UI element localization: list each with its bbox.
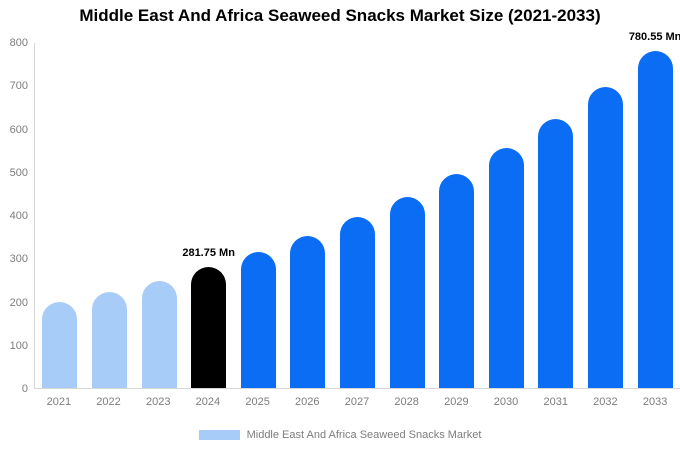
- plot-area: 281.75 Mn 780.55 Mn: [34, 31, 680, 389]
- bar-2033[interactable]: 780.55 Mn: [629, 31, 680, 388]
- x-axis-label-2024: 2024: [195, 396, 221, 408]
- bar-2023[interactable]: [141, 280, 177, 388]
- bar-slot: 780.55 Mn: [629, 31, 680, 388]
- y-tick-label: 0: [21, 383, 28, 395]
- x-axis-label-2033: 2033: [642, 396, 668, 408]
- bar-slot: [233, 43, 283, 388]
- x-axis-label-2029: 2029: [444, 396, 469, 408]
- y-tick-label: 100: [9, 339, 28, 352]
- chart-title: Middle East And Africa Seaweed Snacks Ma…: [79, 6, 601, 25]
- bar-2028[interactable]: [389, 196, 425, 388]
- bar-slot: [333, 43, 383, 388]
- bar-slot: [481, 43, 531, 388]
- legend-label: Middle East And Africa Seaweed Snacks Ma…: [246, 429, 482, 441]
- bar-2026[interactable]: [290, 235, 326, 388]
- bar-value-label: 780.55 Mn: [628, 31, 680, 44]
- x-axis-label-2022: 2022: [96, 396, 121, 408]
- x-axis-labels: 2021 2022 2023 2024 2025 2026 2027 2028 2029 2030…: [34, 396, 680, 412]
- y-tick-label: 600: [9, 123, 28, 136]
- y-tick-label: 700: [9, 80, 28, 93]
- bar-slot: [581, 43, 631, 388]
- x-axis-label-2027: 2027: [344, 396, 370, 408]
- bar-2029[interactable]: [439, 173, 475, 388]
- bar-slot: 281.75 Mn: [182, 43, 235, 388]
- bar-2024[interactable]: 281.75 Mn: [182, 247, 235, 388]
- bar-slot: [283, 43, 333, 388]
- y-tick-label: 500: [9, 166, 28, 179]
- y-tick-label: 200: [9, 296, 28, 309]
- y-tick-label: 800: [9, 37, 28, 49]
- x-axis-label-2028: 2028: [394, 396, 419, 408]
- x-axis-label-2031: 2031: [543, 396, 568, 408]
- y-tick-label: 300: [9, 253, 28, 266]
- bar-2025[interactable]: [240, 251, 276, 388]
- bar-2022[interactable]: [91, 291, 127, 388]
- legend-swatch-icon: [198, 430, 240, 440]
- x-axis-label-2030: 2030: [493, 396, 519, 408]
- bar-slot: [382, 43, 432, 388]
- x-axis-label-2023: 2023: [145, 396, 171, 408]
- bar-slot: [531, 43, 581, 388]
- x-axis-label-2032: 2032: [593, 396, 618, 408]
- bar-2021[interactable]: [42, 301, 78, 388]
- bar-slot: [134, 43, 184, 388]
- x-axis-label-2021: 2021: [46, 396, 72, 408]
- bar-2030[interactable]: [488, 148, 524, 388]
- y-tick-label: 400: [9, 210, 28, 222]
- bar-2027[interactable]: [339, 217, 375, 388]
- bar-2032[interactable]: [588, 87, 623, 388]
- x-axis-label-2025: 2025: [245, 396, 270, 408]
- legend-item[interactable]: Middle East And Africa Seaweed Snacks Ma…: [0, 427, 680, 443]
- x-axis-label-2026: 2026: [295, 396, 320, 408]
- bar-slot: [432, 43, 482, 388]
- y-axis-ticks: 0 100 200 300 400 500 600 700 800: [0, 37, 28, 395]
- bar-slot: [85, 43, 135, 388]
- bar-slot: [35, 43, 85, 388]
- bar-value-label: 281.75 Mn: [182, 246, 235, 259]
- bar-2031[interactable]: [538, 119, 574, 388]
- bars: 281.75 Mn 780.55 Mn: [35, 31, 680, 388]
